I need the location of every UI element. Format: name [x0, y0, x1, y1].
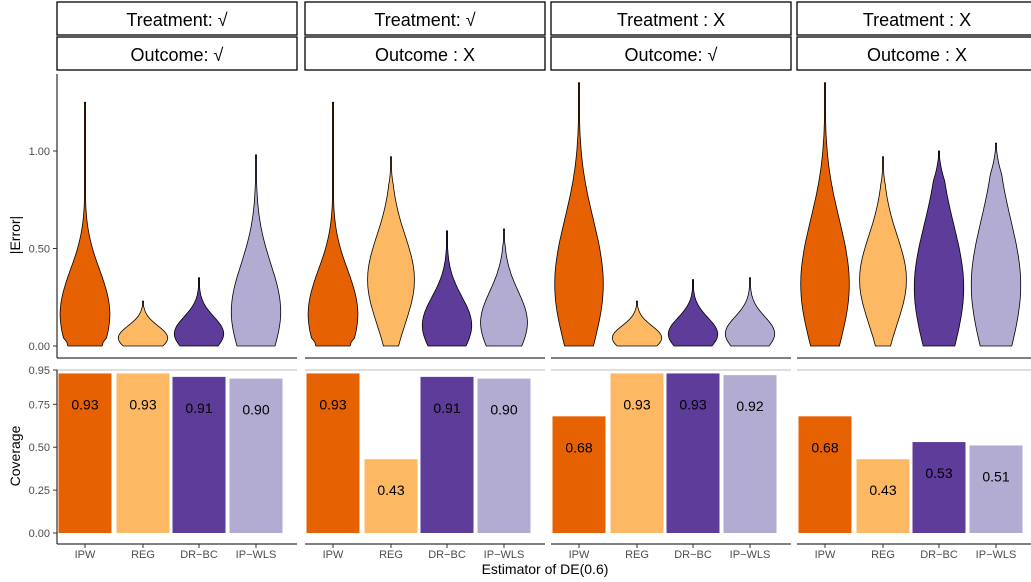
x-tick-label: IPW — [75, 549, 96, 561]
x-tick-label: IPW — [569, 549, 590, 561]
facet-strips: Treatment: √ Outcome: √ Treatment: √ Outcom… — [56, 1, 1031, 71]
coverage-value-label: 0.90 — [490, 402, 517, 418]
x-tick-label: IPW — [815, 549, 836, 561]
y-tick-label-coverage: 0.50 — [29, 442, 50, 454]
coverage-bar-REG — [364, 459, 418, 533]
violin-IPW — [800, 82, 850, 347]
x-tick-label: REG — [871, 549, 895, 561]
coverage-value-label: 0.92 — [736, 398, 763, 414]
violin-IP−WLS — [970, 142, 1022, 347]
coverage-bar-IP−WLS — [477, 378, 531, 533]
coverage-value-label: 0.68 — [565, 439, 592, 455]
x-tick-label: DR−BC — [674, 549, 712, 561]
x-tick-label: REG — [131, 549, 155, 561]
coverage-value-label: 0.93 — [319, 396, 346, 412]
coverage-bar-IP−WLS — [229, 378, 283, 533]
x-tick-label: DR−BC — [920, 549, 958, 561]
coverage-bar-DR−BC — [420, 376, 474, 533]
strip-outcome-label: Outcome: √ — [625, 45, 718, 65]
violin-REG — [611, 300, 663, 347]
strip-treatment-box — [796, 1, 1031, 36]
violin-IPW — [59, 101, 111, 347]
violin-REG — [859, 156, 907, 347]
coverage-value-label: 0.93 — [71, 396, 98, 412]
strip-treatment-box — [304, 1, 546, 36]
strip-outcome-label: Outcome : X — [375, 45, 475, 65]
y-tick-label-error: 0.00 — [29, 341, 50, 353]
x-tick-label: REG — [379, 549, 403, 561]
strip-outcome-box — [56, 36, 298, 71]
x-tick-label: DR−BC — [180, 549, 218, 561]
strip-outcome-box — [304, 36, 546, 71]
y-tick-label-coverage: 0.25 — [29, 485, 50, 497]
coverage-bar-IP−WLS — [969, 445, 1023, 533]
x-tick-label: IPW — [323, 549, 344, 561]
violin-IP−WLS — [724, 277, 776, 347]
violin-DR−BC — [667, 279, 719, 347]
strip-outcome-label: Outcome : X — [867, 45, 967, 65]
strip-treatment-box — [56, 1, 298, 36]
x-tick-label: DR−BC — [428, 549, 466, 561]
y-tick-label-error: 1.00 — [29, 146, 50, 158]
coverage-value-label: 0.43 — [869, 482, 896, 498]
y-tick-label-coverage: 0.75 — [29, 399, 50, 411]
coverage-value-label: 0.93 — [679, 396, 706, 412]
y-tick-label-coverage: 0.00 — [29, 528, 50, 540]
coverage-bar-IPW — [306, 373, 360, 533]
x-tick-label: REG — [625, 549, 649, 561]
coverage-bar-REG — [610, 373, 664, 533]
coverage-value-label: 0.90 — [242, 402, 269, 418]
x-tick-label: IP−WLS — [730, 549, 771, 561]
x-tick-label: IP−WLS — [484, 549, 525, 561]
violin-layer — [59, 82, 1022, 347]
violin-REG — [117, 300, 169, 347]
violin-REG — [367, 156, 415, 347]
coverage-value-label: 0.51 — [982, 468, 1009, 484]
strip-outcome-box — [796, 36, 1031, 71]
coverage-value-label: 0.68 — [811, 439, 838, 455]
coverage-value-label: 0.91 — [185, 400, 212, 416]
coverage-value-label: 0.91 — [433, 400, 460, 416]
violin-IPW — [554, 82, 604, 347]
strip-treatment-label: Treatment : X — [863, 10, 971, 30]
y-tick-label-coverage: 0.95 — [29, 365, 50, 377]
coverage-bar-IPW — [58, 373, 112, 533]
x-tick-label: IP−WLS — [976, 549, 1017, 561]
violin-DR−BC — [421, 230, 473, 347]
violin-IPW — [307, 101, 359, 347]
y-axis-label-coverage: Coverage — [7, 425, 23, 486]
violin-DR−BC — [913, 150, 965, 347]
violin-IP−WLS — [480, 228, 528, 347]
coverage-bar-DR−BC — [172, 376, 226, 533]
y-axis-label-error: |Error| — [7, 216, 23, 254]
strip-outcome-box — [550, 36, 792, 71]
coverage-bar-REG — [856, 459, 910, 533]
strip-outcome-label: Outcome: √ — [131, 45, 224, 65]
strip-treatment-box — [550, 1, 792, 36]
axes-layer: IPW REG DR−BC IP−WLS IPW REG DR−BC IP−WLS IPW REG… — [29, 74, 1031, 561]
coverage-value-label: 0.43 — [377, 482, 404, 498]
y-tick-label-error: 0.50 — [29, 244, 50, 256]
x-tick-label: IP−WLS — [236, 549, 277, 561]
coverage-bar-IPW — [552, 416, 606, 533]
coverage-bar-IPW — [798, 416, 852, 533]
coverage-bar-DR−BC — [912, 442, 966, 533]
violin-DR−BC — [173, 277, 225, 347]
violin-IP−WLS — [230, 154, 282, 347]
coverage-value-label: 0.93 — [623, 396, 650, 412]
bar-layer: 0.93 0.93 0.91 0.90 0.93 0.43 0.91 0.90 0.68 0.93… — [58, 373, 1023, 533]
coverage-bar-REG — [116, 373, 170, 533]
strip-treatment-label: Treatment : X — [617, 10, 725, 30]
coverage-bar-IP−WLS — [723, 375, 777, 533]
strip-treatment-label: Treatment: √ — [374, 10, 475, 30]
coverage-value-label: 0.93 — [129, 396, 156, 412]
coverage-value-label: 0.53 — [925, 465, 952, 481]
strip-treatment-label: Treatment: √ — [126, 10, 227, 30]
coverage-bar-DR−BC — [666, 373, 720, 533]
x-axis-title: Estimator of DE(0.6) — [482, 561, 609, 577]
